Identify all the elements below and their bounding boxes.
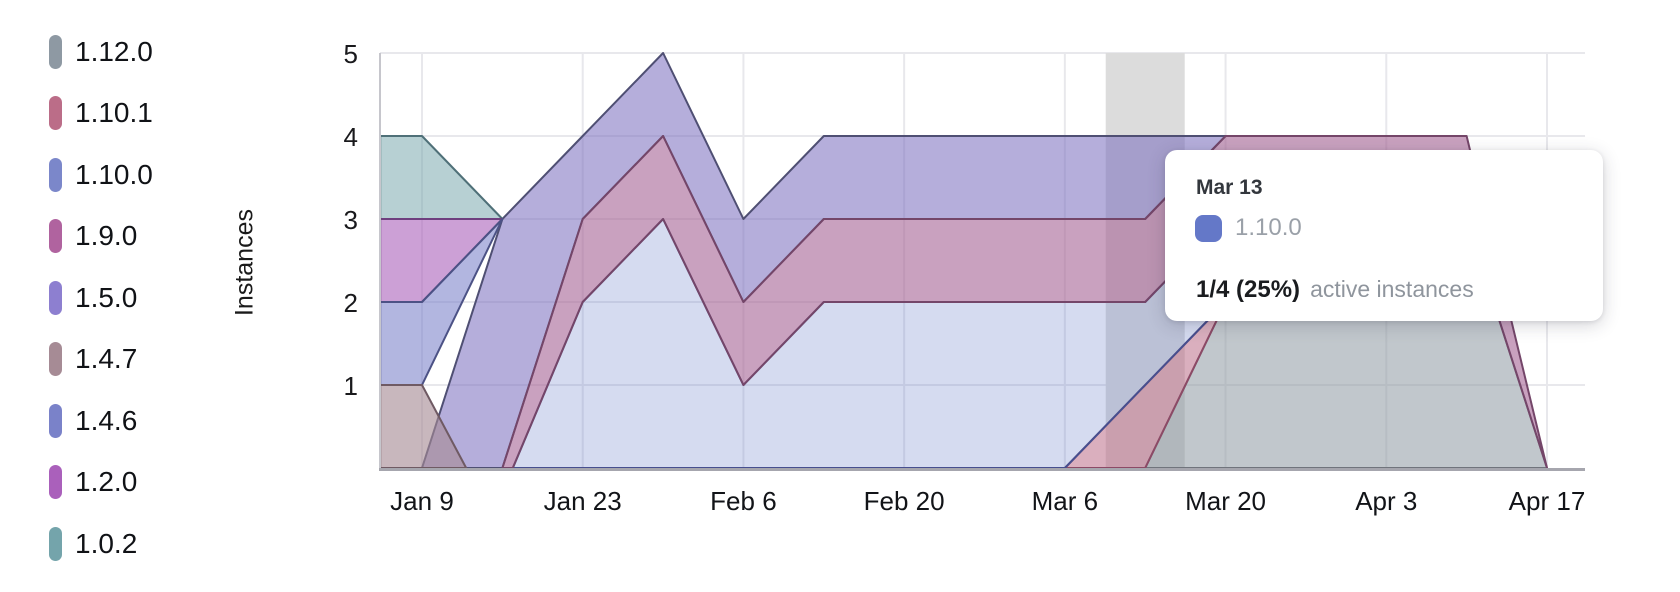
area-series-1.0.2[interactable] [379,135,504,220]
x-tick-label: Feb 6 [710,486,777,516]
legend-item-1.12.0[interactable]: 1.12.0 [49,35,153,69]
y-tick-label: 5 [343,39,358,69]
legend: 1.12.0 1.10.1 1.10.0 1.9.0 1.5.0 1.4.7 1.4.6 1.… [0,0,230,592]
legend-item-1.10.0[interactable]: 1.10.0 [49,158,153,192]
legend-item-label: 1.9.0 [75,220,138,251]
tooltip-value-suffix: active instances [1310,276,1474,302]
legend-swatch-icon [49,281,62,315]
x-tick-label: Mar 6 [1031,486,1099,516]
axis-lines [379,53,1585,471]
y-tick-label: 2 [343,288,358,318]
legend-item-1.4.7[interactable]: 1.4.7 [49,342,137,376]
x-tick-label: Apr 3 [1355,486,1418,516]
legend-swatch-icon [49,527,62,561]
legend-item-label: 1.2.0 [75,466,138,497]
tooltip: Mar 13 1.10.0 1/4 (25%) active instances [1165,150,1603,321]
legend-item-label: 1.5.0 [75,282,138,313]
legend-item-1.10.1[interactable]: 1.10.1 [49,96,153,130]
legend-item-1.4.6[interactable]: 1.4.6 [49,404,137,438]
y-tick-label: 1 [343,371,358,401]
legend-swatch-icon [49,342,62,376]
legend-item-1.5.0[interactable]: 1.5.0 [49,281,137,315]
x-tick-label: Apr 17 [1508,486,1586,516]
x-tick-label: Mar 20 [1185,486,1267,516]
legend-swatch-icon [49,158,62,192]
legend-item-label: 1.4.7 [75,343,138,374]
legend-swatch-icon [49,465,62,499]
legend-item-label: 1.0.2 [75,528,138,559]
legend-item-label: 1.4.6 [75,405,138,436]
y-tick-label: 3 [343,205,358,235]
legend-item-label: 1.10.0 [75,159,153,190]
legend-swatch-icon [49,404,62,438]
legend-item-label: 1.12.0 [75,36,153,67]
x-tick-label: Feb 20 [863,486,945,516]
legend-item-1.9.0[interactable]: 1.9.0 [49,219,137,253]
x-tick-label: Jan 9 [390,486,454,516]
x-tick-label: Jan 23 [543,486,622,516]
tooltip-series-swatch-icon [1195,214,1222,242]
legend-swatch-icon [49,35,62,69]
tooltip-date: Mar 13 [1196,176,1263,199]
y-tick-label: 4 [343,122,358,152]
legend-swatch-icon [49,219,62,253]
tooltip-value: 1/4 (25%) [1196,276,1301,303]
legend-swatch-icon [49,96,62,130]
legend-item-1.0.2[interactable]: 1.0.2 [49,527,137,561]
legend-item-label: 1.10.1 [75,97,153,128]
tooltip-series-name: 1.10.0 [1235,214,1302,241]
y-axis-title: Instances [230,209,259,317]
legend-item-1.2.0[interactable]: 1.2.0 [49,465,137,499]
